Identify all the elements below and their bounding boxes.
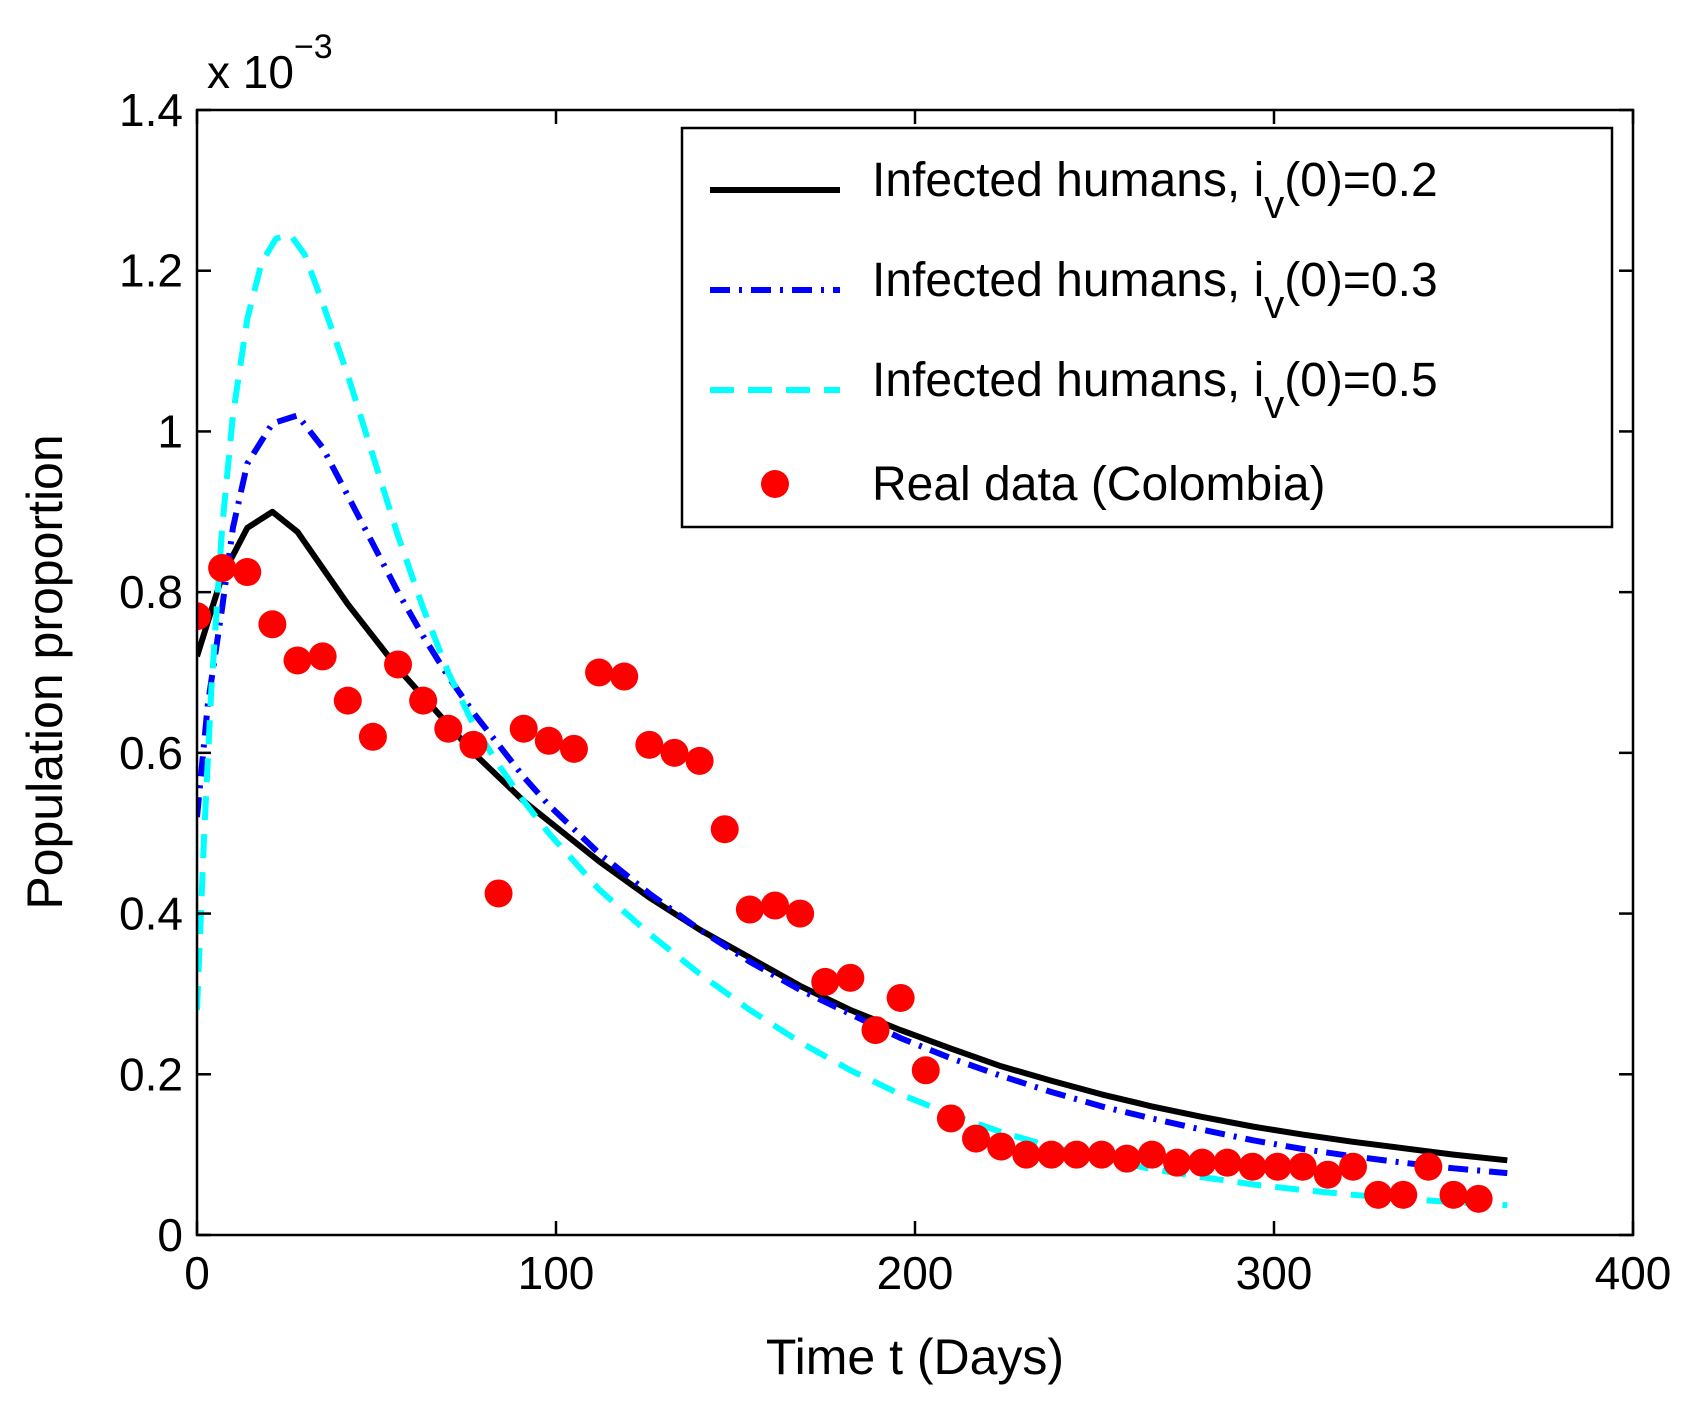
- data-point: [635, 730, 664, 759]
- data-point: [1137, 1140, 1166, 1169]
- data-point: [434, 714, 463, 743]
- series-layer: [197, 231, 1508, 1213]
- data-point: [836, 963, 865, 992]
- data-point: [308, 642, 337, 671]
- data-point: [610, 662, 639, 691]
- data-point: [911, 1056, 940, 1085]
- x-axis-label: Time t (Days): [766, 1329, 1064, 1385]
- y-tick-label: 0.6: [119, 727, 183, 779]
- data-point: [962, 1124, 991, 1153]
- data-point: [1263, 1152, 1292, 1181]
- data-point: [509, 714, 538, 743]
- data-point: [1389, 1180, 1418, 1209]
- y-multiplier-exponent: −3: [294, 28, 333, 66]
- data-point: [936, 1104, 965, 1133]
- x-tick-label: 300: [1236, 1247, 1313, 1299]
- data-point: [585, 658, 614, 687]
- data-point: [660, 738, 689, 767]
- x-tick-label: 100: [518, 1247, 595, 1299]
- data-point: [1313, 1160, 1342, 1189]
- data-point: [1364, 1180, 1393, 1209]
- data-point: [1238, 1152, 1267, 1181]
- x-tick-label: 0: [184, 1247, 210, 1299]
- legend: Infected humans, iv(0)=0.2 Infected huma…: [680, 126, 1614, 529]
- y-multiplier-base: x 10: [207, 46, 294, 98]
- data-point: [233, 558, 262, 587]
- y-tick-label: 0.2: [119, 1048, 183, 1100]
- data-point: [1012, 1140, 1041, 1169]
- data-point: [409, 686, 438, 715]
- y-tick-label: 0: [157, 1209, 183, 1261]
- data-point: [685, 746, 714, 775]
- data-point: [1338, 1152, 1367, 1181]
- legend-box: [680, 126, 1614, 529]
- data-point: [197, 602, 211, 631]
- y-tick-label: 1.2: [119, 245, 183, 297]
- legend-label-series-1: Infected humans, iv(0)=0.3: [872, 254, 1438, 327]
- data-point: [811, 967, 840, 996]
- data-point: [333, 686, 362, 715]
- data-point: [1037, 1140, 1066, 1169]
- ticks-layer: 0 100 200 300 400 0 0.2 0.4 0.6 0.8 1 1.2 1.4: [119, 84, 1671, 1299]
- data-point: [1288, 1152, 1317, 1181]
- legend-swatch-series-3: [761, 470, 789, 498]
- data-point: [1062, 1140, 1091, 1169]
- series-0-line: [197, 508, 1508, 1164]
- data-point: [358, 722, 387, 751]
- data-point: [459, 730, 488, 759]
- data-point: [208, 554, 237, 583]
- data-point: [861, 1016, 890, 1045]
- data-point: [1464, 1184, 1493, 1213]
- legend-label-series-3: Real data (Colombia): [872, 458, 1326, 511]
- data-point: [1112, 1144, 1141, 1173]
- y-tick-label: 1: [157, 405, 183, 457]
- series-3-markers: [197, 554, 1493, 1213]
- y-tick-label: 0.8: [119, 566, 183, 618]
- data-point: [760, 891, 789, 920]
- legend-label-series-2: Infected humans, iv(0)=0.5: [872, 354, 1438, 427]
- data-point: [735, 895, 764, 924]
- x-tick-label: 200: [877, 1247, 954, 1299]
- data-point: [484, 879, 513, 908]
- data-point: [534, 726, 563, 755]
- x-tick-label: 400: [1595, 1247, 1672, 1299]
- data-point: [258, 610, 287, 639]
- legend-label-series-0: Infected humans, iv(0)=0.2: [872, 154, 1438, 227]
- data-point: [1163, 1148, 1192, 1177]
- data-point: [1188, 1148, 1217, 1177]
- data-point: [987, 1132, 1016, 1161]
- data-point: [384, 650, 413, 679]
- y-axis-label: Population proportion: [17, 434, 73, 909]
- data-point: [283, 646, 312, 675]
- y-tick-label: 1.4: [119, 84, 183, 136]
- data-point: [710, 815, 739, 844]
- data-point: [1414, 1152, 1443, 1181]
- data-point: [1439, 1180, 1468, 1209]
- data-point: [1213, 1148, 1242, 1177]
- data-point: [1087, 1140, 1116, 1169]
- data-point: [559, 734, 588, 763]
- data-point: [786, 899, 815, 928]
- y-tick-label: 0.4: [119, 888, 183, 940]
- y-multiplier: x 10−3: [207, 28, 333, 98]
- data-point: [886, 983, 915, 1012]
